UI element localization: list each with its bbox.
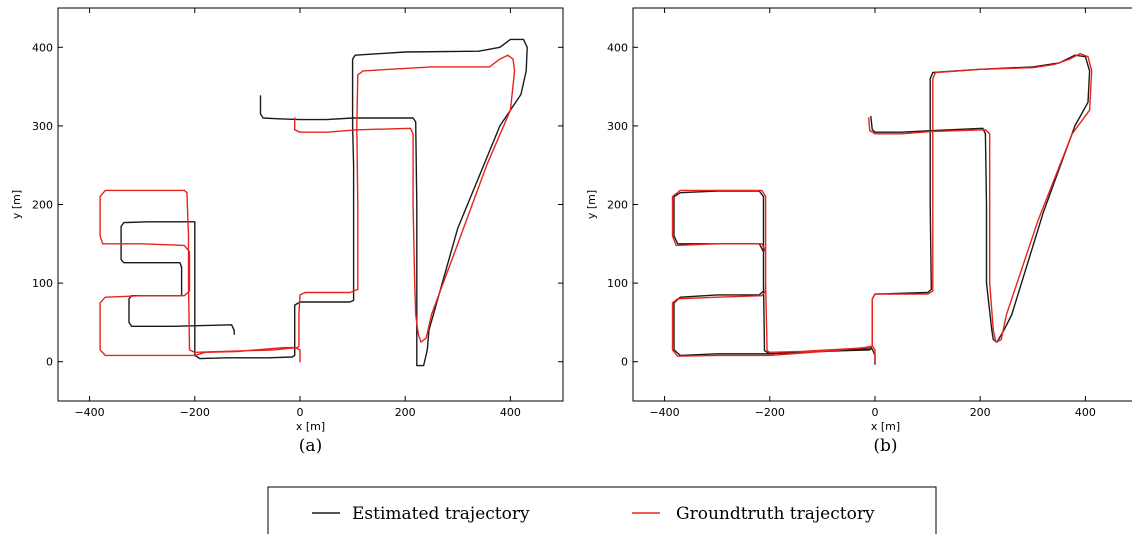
series-line-groundtruth (99, 54, 516, 363)
series-lines-a (99, 38, 528, 367)
x-tick-label: −200 (180, 406, 210, 419)
x-tick-label: 200 (970, 406, 991, 419)
x-tick-label: 0 (871, 406, 878, 419)
x-axis-label-b: x [m] (871, 420, 900, 433)
x-tick-label: −200 (755, 406, 785, 419)
series-line-groundtruth (671, 52, 1093, 363)
y-tick-label: 300 (32, 120, 53, 133)
axis-ticks-a: −400 −200 0 200 400 0 100 200 300 400 (32, 8, 563, 419)
y-tick-label: 400 (607, 41, 628, 54)
x-tick-label: −400 (74, 406, 104, 419)
x-tick-label: 400 (500, 406, 521, 419)
x-tick-label: −400 (649, 406, 679, 419)
y-tick-label: 200 (607, 199, 628, 212)
y-tick-label: 100 (607, 277, 628, 290)
axis-ticks-b: −400 −200 0 200 400 0 100 200 300 400 (607, 8, 1096, 419)
x-tick-label: 200 (395, 406, 416, 419)
y-tick-label: 0 (46, 356, 53, 369)
y-tick-label: 200 (32, 199, 53, 212)
y-tick-label: 300 (607, 120, 628, 133)
plot-panel-a: −400 −200 0 200 400 0 100 200 300 400 x [m] y [m]… (10, 7, 564, 456)
legend-label-groundtruth: Groundtruth trajectory (676, 504, 875, 524)
caption-b: (b) (873, 436, 897, 456)
caption-a: (a) (299, 436, 322, 456)
x-tick-label: 0 (296, 406, 303, 419)
y-axis-label-b: y [m] (585, 190, 598, 219)
legend-label-estimated: Estimated trajectory (352, 504, 530, 524)
plot-panel-b: −400 −200 0 200 400 0 100 200 300 400 x [m] y [m]… (585, 7, 1132, 456)
y-tick-label: 400 (32, 41, 53, 54)
legend: Estimated trajectory Groundtruth traject… (267, 486, 937, 534)
series-lines-b (671, 52, 1093, 365)
series-line-estimated (673, 54, 1091, 365)
x-tick-label: 400 (1075, 406, 1096, 419)
y-axis-label-a: y [m] (10, 190, 23, 219)
x-axis-label-a: x [m] (296, 420, 325, 433)
y-tick-label: 0 (621, 356, 628, 369)
series-line-estimated (120, 38, 528, 367)
legend-box (267, 486, 937, 534)
plot-frame-b (632, 7, 1132, 402)
y-tick-label: 100 (32, 277, 53, 290)
